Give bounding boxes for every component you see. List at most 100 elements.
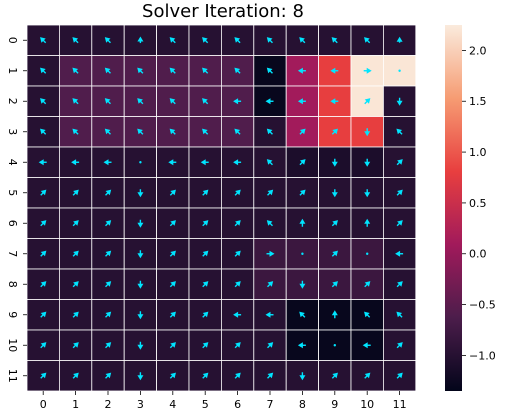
colorbar-tick-label: 0.0	[469, 248, 487, 261]
vector-arrow	[169, 311, 176, 318]
vector-arrow	[266, 220, 273, 227]
vector-arrow	[202, 281, 209, 288]
vector-arrow	[169, 220, 176, 227]
colorbar: 2.0 1.5 1.0 0.5 0.0 −0.5 −1.0	[445, 25, 496, 391]
vector-arrow	[331, 281, 338, 288]
vector-arrow	[331, 220, 338, 227]
vector-arrow	[331, 189, 338, 198]
vector-arrow	[330, 67, 339, 74]
vector-arrow	[267, 342, 274, 349]
vector-arrow	[267, 372, 274, 379]
vector-arrow	[40, 342, 47, 349]
colorbar-tick-label: 2.0	[469, 44, 487, 57]
vector-arrow	[234, 189, 241, 196]
vector-arrow	[266, 67, 273, 74]
vector-arrow	[169, 37, 176, 44]
vector-arrow	[72, 220, 79, 227]
vector-arrow	[104, 67, 111, 74]
vector-arrow	[202, 98, 209, 105]
vector-arrow	[137, 36, 144, 44]
vector-arrow	[364, 189, 371, 198]
vector-arrow	[301, 252, 304, 255]
x-axis-ticks: 0 1 2 3 4 5 6 7 8 9 10 11	[40, 391, 407, 411]
x-tick-label: 4	[169, 398, 176, 411]
vector-arrow	[104, 98, 111, 105]
vector-arrow	[137, 311, 144, 320]
vector-arrow	[72, 128, 79, 135]
vector-arrow	[137, 219, 144, 228]
vector-arrow	[330, 98, 339, 105]
vector-arrow	[40, 250, 47, 257]
vector-arrow	[202, 342, 209, 349]
heatmap-cells	[26, 24, 417, 392]
vector-arrow	[137, 280, 144, 289]
heatmap-cell	[253, 24, 287, 56]
y-tick-label: 9	[6, 311, 19, 318]
vector-arrow	[267, 189, 274, 196]
vector-arrow	[137, 250, 144, 259]
vector-arrow	[233, 159, 242, 166]
vector-arrow	[72, 98, 79, 105]
vector-arrow	[331, 158, 338, 167]
vector-arrow	[234, 220, 241, 227]
vector-arrow	[331, 37, 338, 44]
x-tick-label: 11	[393, 398, 407, 411]
vector-arrow	[137, 98, 144, 105]
vector-arrow	[234, 281, 241, 288]
vector-arrow	[396, 36, 403, 43]
vector-arrow	[265, 311, 274, 318]
vector-arrow	[299, 372, 306, 381]
vector-arrow	[40, 311, 47, 318]
vector-arrow	[299, 37, 306, 44]
vector-arrow	[202, 67, 209, 74]
vector-arrow	[234, 372, 241, 379]
vector-arrow	[137, 128, 144, 135]
x-tick-label: 10	[360, 398, 374, 411]
vector-arrow	[396, 159, 403, 166]
vector-arrow	[331, 250, 338, 257]
vector-arrow	[40, 67, 47, 74]
vector-arrow	[40, 98, 47, 105]
vector-arrow	[364, 372, 371, 379]
vector-arrow	[105, 250, 112, 257]
vector-arrow	[233, 311, 242, 318]
vector-arrow	[105, 220, 112, 227]
vector-arrow	[333, 344, 336, 347]
vector-arrow	[169, 189, 176, 196]
vector-arrow	[105, 342, 112, 349]
x-tick-label: 6	[234, 398, 241, 411]
vector-arrow	[297, 67, 306, 74]
chart-title: Solver Iteration: 8	[142, 1, 304, 22]
vector-arrow	[169, 98, 176, 105]
vector-arrow	[72, 250, 79, 257]
vector-arrow	[396, 189, 403, 196]
heatmap-cell	[59, 55, 93, 87]
y-tick-label: 4	[6, 159, 19, 166]
vector-arrow	[265, 98, 274, 105]
x-tick-label: 0	[40, 398, 47, 411]
vector-arrow	[169, 281, 176, 288]
vector-arrow	[396, 281, 403, 288]
vector-arrow	[395, 250, 404, 257]
heatmap-cell	[318, 55, 352, 87]
colorbar-tick-label: −1.0	[469, 349, 496, 362]
vector-arrow	[202, 220, 209, 227]
vector-arrow	[234, 67, 241, 74]
vector-arrow	[366, 252, 369, 255]
y-tick-label: 8	[6, 281, 19, 288]
vector-arrow	[233, 98, 242, 105]
vector-arrow	[137, 189, 144, 198]
vector-arrow	[40, 37, 47, 44]
y-tick-label: 3	[6, 128, 19, 135]
vector-arrow	[364, 128, 371, 137]
colorbar-tick-label: 1.0	[469, 146, 487, 159]
vector-arrow	[72, 311, 79, 318]
vector-arrow	[105, 281, 112, 288]
vector-arrow	[200, 159, 209, 166]
vector-arrow	[364, 218, 371, 227]
vector-arrow	[297, 98, 306, 105]
vector-arrow	[202, 37, 209, 44]
vector-arrow	[202, 311, 209, 318]
vector-arrow	[331, 128, 338, 135]
